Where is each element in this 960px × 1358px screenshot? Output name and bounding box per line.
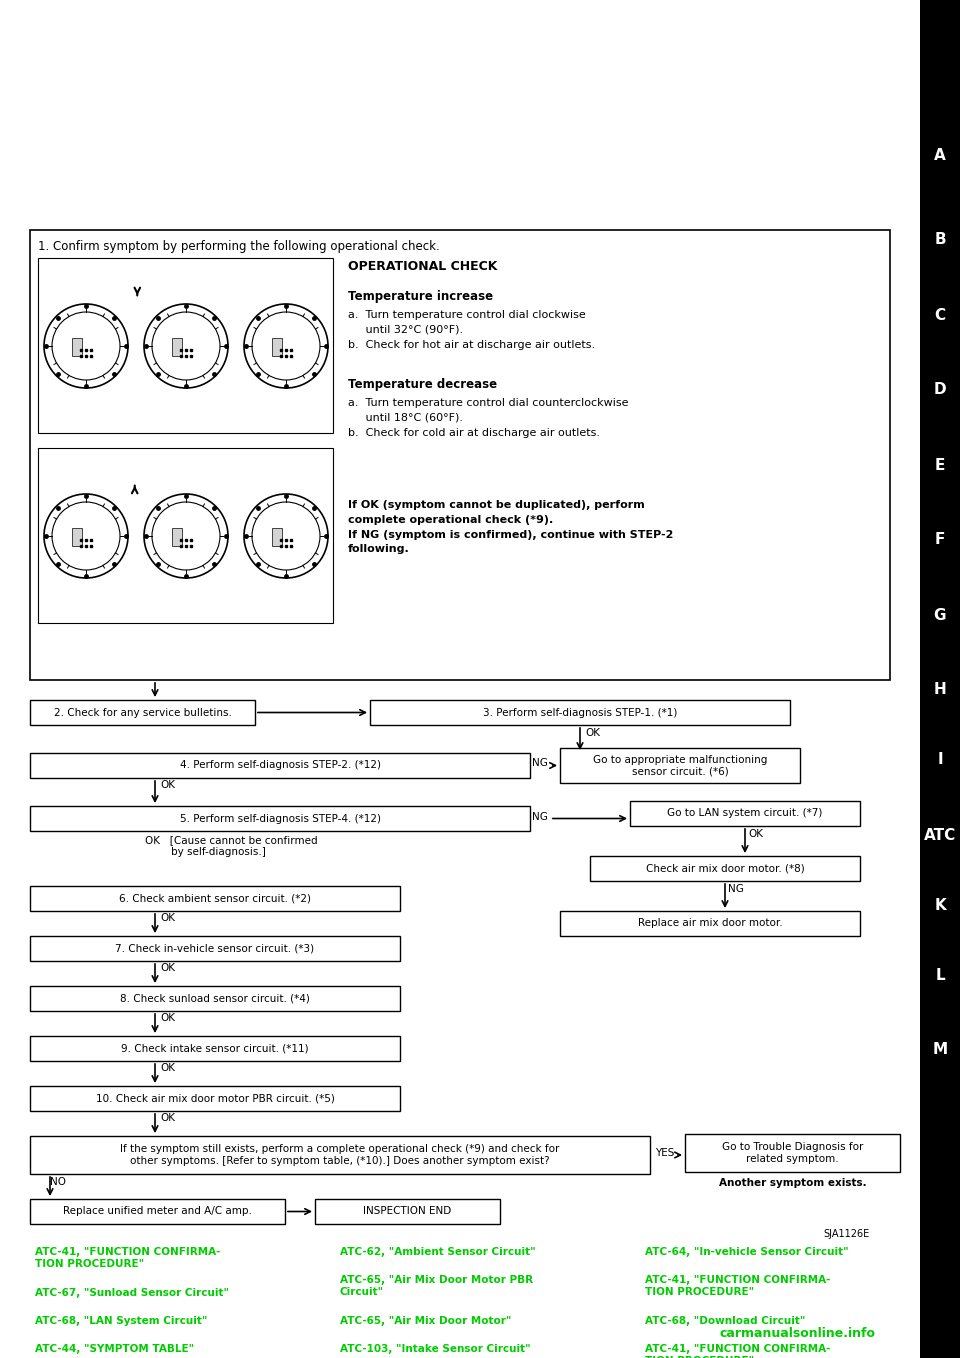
FancyBboxPatch shape: [38, 258, 333, 433]
Text: YES: YES: [655, 1148, 674, 1158]
Text: 3. Perform self-diagnosis STEP-1. (*1): 3. Perform self-diagnosis STEP-1. (*1): [483, 708, 677, 717]
Text: OK: OK: [160, 963, 175, 972]
Text: carmanualsonline.info: carmanualsonline.info: [719, 1327, 875, 1340]
Text: K: K: [934, 898, 946, 913]
Text: NG: NG: [728, 884, 744, 894]
Text: ATC-64, "In-vehicle Sensor Circuit": ATC-64, "In-vehicle Sensor Circuit": [645, 1247, 849, 1258]
Text: OPERATIONAL CHECK: OPERATIONAL CHECK: [348, 259, 497, 273]
Text: b.  Check for hot air at discharge air outlets.: b. Check for hot air at discharge air ou…: [348, 340, 595, 350]
Text: OK: OK: [160, 1063, 175, 1073]
Text: Replace air mix door motor.: Replace air mix door motor.: [637, 918, 782, 929]
Text: until 32°C (90°F).: until 32°C (90°F).: [348, 325, 463, 335]
Text: ATC-41, "FUNCTION CONFIRMA-
TION PROCEDURE": ATC-41, "FUNCTION CONFIRMA- TION PROCEDU…: [645, 1344, 830, 1358]
Text: ATC: ATC: [924, 827, 956, 842]
Text: OK: OK: [585, 728, 600, 737]
Text: Another symptom exists.: Another symptom exists.: [719, 1177, 866, 1188]
FancyBboxPatch shape: [30, 1199, 285, 1224]
Text: ATC-103, "Intake Sensor Circuit": ATC-103, "Intake Sensor Circuit": [340, 1344, 531, 1354]
Text: B: B: [934, 232, 946, 247]
Text: NG: NG: [532, 812, 548, 822]
Text: ATC-68, "Download Circuit": ATC-68, "Download Circuit": [645, 1316, 805, 1325]
Text: Temperature decrease: Temperature decrease: [348, 378, 497, 391]
Text: 1. Confirm symptom by performing the following operational check.: 1. Confirm symptom by performing the fol…: [38, 240, 440, 253]
FancyBboxPatch shape: [560, 911, 860, 936]
FancyBboxPatch shape: [30, 986, 400, 1010]
FancyBboxPatch shape: [560, 748, 800, 784]
Text: ATC-65, "Air Mix Door Motor PBR
Circuit": ATC-65, "Air Mix Door Motor PBR Circuit": [340, 1275, 533, 1297]
Text: 9. Check intake sensor circuit. (*11): 9. Check intake sensor circuit. (*11): [121, 1043, 309, 1054]
Text: 7. Check in-vehicle sensor circuit. (*3): 7. Check in-vehicle sensor circuit. (*3): [115, 944, 315, 953]
Text: 2. Check for any service bulletins.: 2. Check for any service bulletins.: [54, 708, 231, 717]
FancyBboxPatch shape: [172, 338, 182, 356]
FancyBboxPatch shape: [72, 528, 82, 546]
Text: OK: OK: [160, 779, 175, 790]
FancyBboxPatch shape: [272, 338, 282, 356]
Text: ATC-67, "Sunload Sensor Circuit": ATC-67, "Sunload Sensor Circuit": [35, 1287, 229, 1298]
FancyBboxPatch shape: [72, 338, 82, 356]
FancyBboxPatch shape: [685, 1134, 900, 1172]
Text: OK: OK: [748, 828, 763, 839]
FancyBboxPatch shape: [38, 448, 333, 623]
FancyBboxPatch shape: [590, 856, 860, 881]
Text: ATC-41, "FUNCTION CONFIRMA-
TION PROCEDURE": ATC-41, "FUNCTION CONFIRMA- TION PROCEDU…: [645, 1275, 830, 1297]
FancyBboxPatch shape: [172, 528, 182, 546]
Text: SJA1126E: SJA1126E: [824, 1229, 870, 1238]
FancyBboxPatch shape: [30, 1086, 400, 1111]
FancyBboxPatch shape: [315, 1199, 500, 1224]
FancyBboxPatch shape: [370, 699, 790, 725]
Text: I: I: [937, 752, 943, 767]
Text: OK: OK: [160, 1114, 175, 1123]
Text: Go to appropriate malfunctioning
sensor circuit. (*6): Go to appropriate malfunctioning sensor …: [593, 755, 767, 777]
Text: Replace unified meter and A/C amp.: Replace unified meter and A/C amp.: [63, 1206, 252, 1217]
Text: NO: NO: [50, 1177, 66, 1187]
FancyBboxPatch shape: [630, 801, 860, 826]
Text: OK   [Cause cannot be confirmed
        by self-diagnosis.]: OK [Cause cannot be confirmed by self-di…: [145, 835, 318, 857]
Text: L: L: [935, 967, 945, 982]
Text: b.  Check for cold air at discharge air outlets.: b. Check for cold air at discharge air o…: [348, 428, 600, 439]
FancyBboxPatch shape: [30, 230, 890, 680]
Text: 6. Check ambient sensor circuit. (*2): 6. Check ambient sensor circuit. (*2): [119, 894, 311, 903]
Text: ATC-68, "LAN System Circuit": ATC-68, "LAN System Circuit": [35, 1316, 207, 1325]
Text: NG: NG: [532, 759, 548, 769]
Text: 8. Check sunload sensor circuit. (*4): 8. Check sunload sensor circuit. (*4): [120, 994, 310, 1004]
FancyBboxPatch shape: [30, 699, 255, 725]
Text: ATC-62, "Ambient Sensor Circuit": ATC-62, "Ambient Sensor Circuit": [340, 1247, 536, 1258]
Text: OK: OK: [160, 913, 175, 923]
FancyBboxPatch shape: [30, 1137, 650, 1175]
Text: G: G: [934, 607, 947, 622]
FancyBboxPatch shape: [30, 807, 530, 831]
FancyBboxPatch shape: [272, 528, 282, 546]
FancyBboxPatch shape: [0, 0, 920, 1358]
Text: 4. Perform self-diagnosis STEP-2. (*12): 4. Perform self-diagnosis STEP-2. (*12): [180, 760, 380, 770]
Text: OK: OK: [160, 1013, 175, 1023]
Text: D: D: [934, 383, 947, 398]
Text: M: M: [932, 1043, 948, 1058]
Text: 5. Perform self-diagnosis STEP-4. (*12): 5. Perform self-diagnosis STEP-4. (*12): [180, 813, 380, 823]
Text: E: E: [935, 458, 946, 473]
Text: a.  Turn temperature control dial clockwise: a. Turn temperature control dial clockwi…: [348, 310, 586, 320]
Text: ATC-65, "Air Mix Door Motor": ATC-65, "Air Mix Door Motor": [340, 1316, 512, 1325]
FancyBboxPatch shape: [30, 752, 530, 778]
Text: A: A: [934, 148, 946, 163]
FancyBboxPatch shape: [30, 885, 400, 911]
Text: Check air mix door motor. (*8): Check air mix door motor. (*8): [646, 864, 804, 873]
Text: If the symptom still exists, perform a complete operational check (*9) and check: If the symptom still exists, perform a c…: [120, 1145, 560, 1165]
FancyBboxPatch shape: [30, 936, 400, 961]
Text: Go to LAN system circuit. (*7): Go to LAN system circuit. (*7): [667, 808, 823, 819]
Text: If OK (symptom cannot be duplicated), perform
complete operational check (*9).
I: If OK (symptom cannot be duplicated), pe…: [348, 500, 673, 554]
Text: a.  Turn temperature control dial counterclockwise: a. Turn temperature control dial counter…: [348, 398, 629, 407]
Text: ATC-41, "FUNCTION CONFIRMA-
TION PROCEDURE": ATC-41, "FUNCTION CONFIRMA- TION PROCEDU…: [35, 1247, 221, 1270]
Text: 10. Check air mix door motor PBR circuit. (*5): 10. Check air mix door motor PBR circuit…: [96, 1093, 334, 1104]
Text: until 18°C (60°F).: until 18°C (60°F).: [348, 413, 463, 422]
Text: H: H: [934, 683, 947, 698]
FancyBboxPatch shape: [920, 0, 960, 1358]
Text: C: C: [934, 307, 946, 322]
Text: F: F: [935, 532, 946, 547]
Text: ATC-44, "SYMPTOM TABLE": ATC-44, "SYMPTOM TABLE": [35, 1344, 194, 1354]
Text: Go to Trouble Diagnosis for
related symptom.: Go to Trouble Diagnosis for related symp…: [722, 1142, 863, 1164]
Text: INSPECTION END: INSPECTION END: [364, 1206, 451, 1217]
FancyBboxPatch shape: [30, 1036, 400, 1061]
Text: Temperature increase: Temperature increase: [348, 291, 493, 303]
